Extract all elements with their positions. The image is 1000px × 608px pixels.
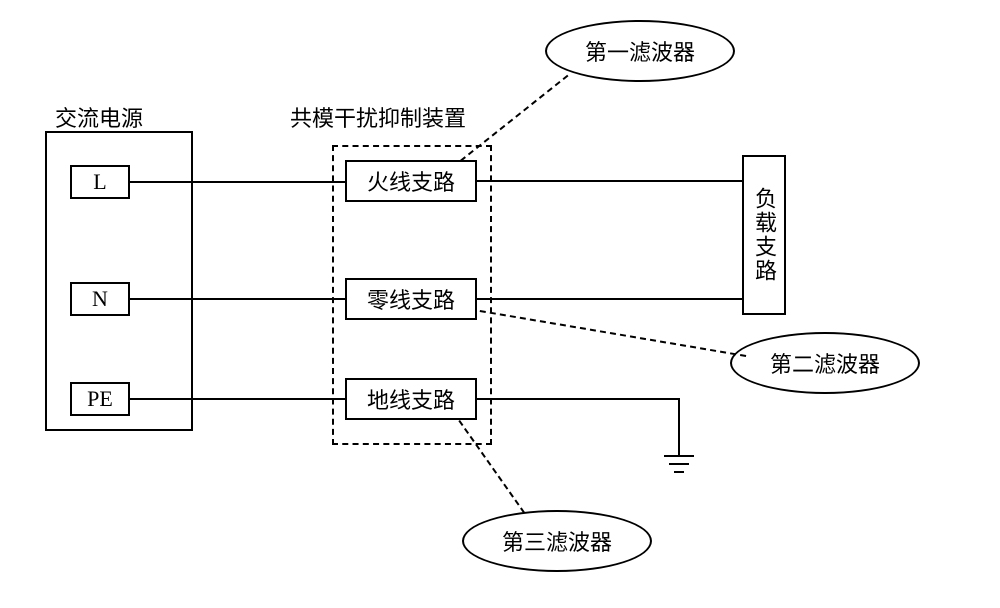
terminal-N: N (70, 282, 130, 316)
terminal-PE: PE (70, 382, 130, 416)
diagram-canvas: 交流电源 共模干扰抑制装置 L N PE 火线支路 零线支路 地线支路 负载支路… (0, 0, 1000, 608)
ground-symbol-bar3 (674, 471, 684, 473)
filter-3-ellipse: 第三滤波器 (462, 510, 652, 572)
ground-branch-box: 地线支路 (345, 378, 477, 420)
wire-neutral-to-load (477, 298, 742, 300)
leader-filter2 (480, 310, 747, 357)
wire-L-to-live (130, 181, 345, 183)
neutral-branch-box: 零线支路 (345, 278, 477, 320)
filter-2-ellipse: 第二滤波器 (730, 332, 920, 394)
wire-PE-to-ground (130, 398, 345, 400)
live-branch-box: 火线支路 (345, 160, 477, 202)
leader-filter1 (460, 75, 568, 162)
wire-N-to-neutral (130, 298, 345, 300)
device-title: 共模干扰抑制装置 (290, 101, 466, 133)
ground-symbol-bar2 (669, 463, 689, 465)
wire-ground-out (477, 398, 680, 400)
terminal-L: L (70, 165, 130, 199)
wire-live-to-load (477, 180, 742, 182)
filter-1-ellipse: 第一滤波器 (545, 20, 735, 82)
ac-source-title: 交流电源 (55, 101, 143, 133)
wire-ground-down (678, 398, 680, 455)
ground-symbol-bar1 (664, 455, 694, 457)
load-branch-box: 负载支路 (742, 155, 786, 315)
